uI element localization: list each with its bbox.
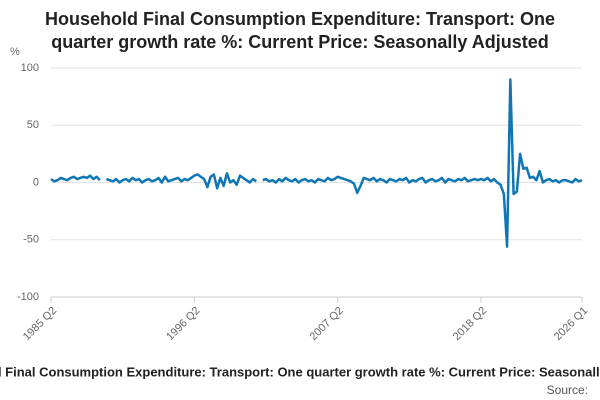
x-tick-label: 1985 Q2 xyxy=(21,305,59,343)
series-line xyxy=(50,78,583,248)
footer-title: Household Final Consumption Expenditure:… xyxy=(0,364,600,379)
y-axis-label: % xyxy=(10,46,20,58)
source: Source: xyxy=(547,383,588,397)
x-tick-label: 1996 Q2 xyxy=(164,305,202,343)
y-tick-label: -50 xyxy=(23,234,39,246)
y-tick-label: -100 xyxy=(17,291,39,303)
y-tick-label: 0 xyxy=(33,176,39,188)
y-tick-label: 100 xyxy=(21,62,39,74)
x-tick-label: 2007 Q2 xyxy=(308,305,346,343)
x-tick-label: 2026 Q1 xyxy=(552,305,590,343)
x-tick-label: 2018 Q2 xyxy=(451,305,489,343)
chart-title: Household Final Consumption Expenditure:… xyxy=(44,9,555,52)
y-tick-label: 50 xyxy=(27,119,39,131)
